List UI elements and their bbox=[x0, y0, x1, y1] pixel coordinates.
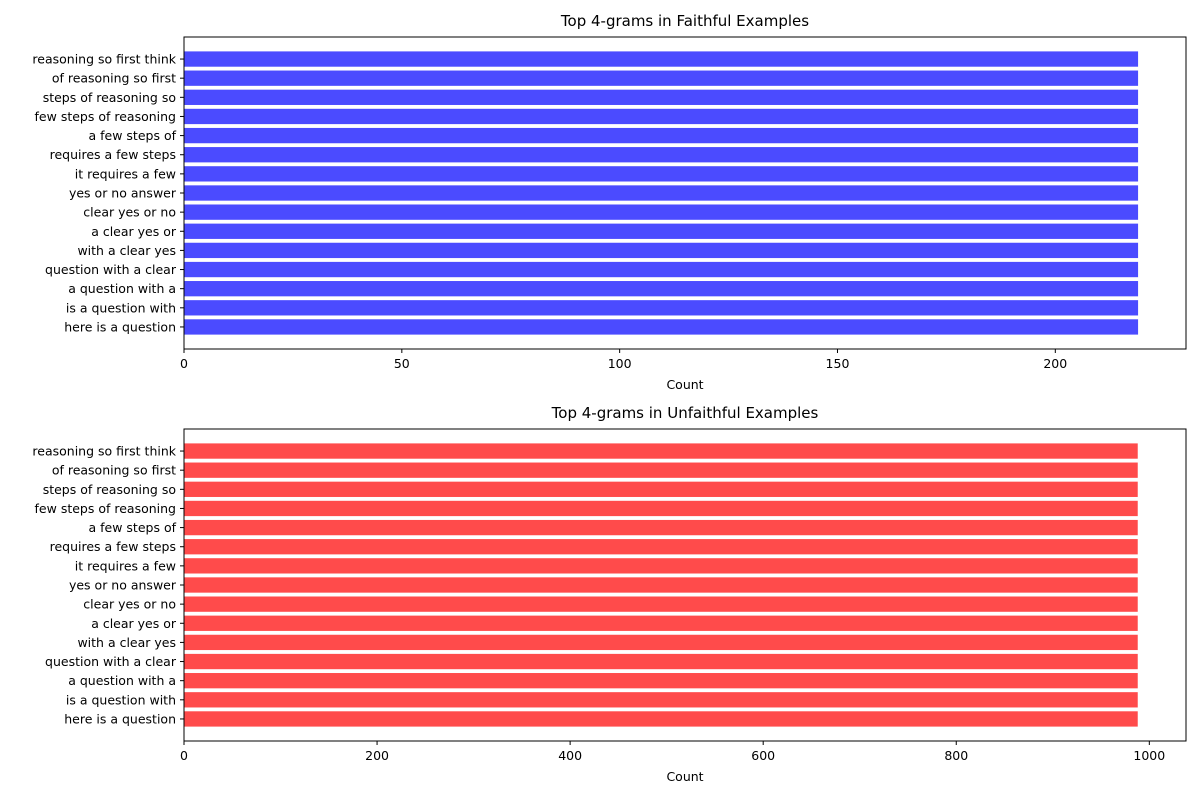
bar bbox=[184, 558, 1138, 574]
chart-title: Top 4-grams in Unfaithful Examples bbox=[551, 404, 819, 422]
bar bbox=[184, 70, 1139, 86]
chart-title: Top 4-grams in Faithful Examples bbox=[560, 12, 809, 30]
y-tick-label: steps of reasoning so bbox=[43, 482, 176, 497]
y-tick-label: a question with a bbox=[68, 281, 176, 296]
x-tick-label: 50 bbox=[394, 356, 410, 371]
x-tick-label: 200 bbox=[365, 748, 389, 763]
bar bbox=[184, 443, 1138, 459]
bar bbox=[184, 281, 1139, 297]
y-tick-label: question with a clear bbox=[45, 654, 177, 669]
bar bbox=[184, 634, 1138, 651]
y-tick-label: a clear yes or bbox=[91, 224, 177, 239]
y-tick-label: question with a clear bbox=[45, 262, 177, 277]
bar bbox=[184, 89, 1139, 105]
y-tick-label: clear yes or no bbox=[83, 205, 176, 220]
bar bbox=[184, 673, 1138, 689]
plot-frame bbox=[183, 428, 1187, 742]
y-tick-label: it requires a few bbox=[75, 558, 176, 573]
y-tick-label: few steps of reasoning bbox=[35, 501, 176, 516]
bar bbox=[184, 653, 1138, 670]
bar bbox=[184, 519, 1138, 536]
bar bbox=[184, 577, 1138, 593]
bar bbox=[184, 481, 1138, 497]
bar bbox=[184, 185, 1139, 201]
y-tick-label: of reasoning so first bbox=[52, 463, 176, 478]
x-tick-label: 150 bbox=[826, 356, 850, 371]
x-tick-label: 200 bbox=[1043, 356, 1067, 371]
plot-frame bbox=[183, 36, 1187, 350]
y-tick-label: yes or no answer bbox=[69, 578, 177, 593]
bar bbox=[184, 692, 1138, 708]
bar bbox=[184, 596, 1138, 612]
bar bbox=[184, 711, 1138, 727]
y-tick-label: it requires a few bbox=[75, 166, 176, 181]
bar bbox=[184, 166, 1139, 182]
x-tick-label: 800 bbox=[944, 748, 968, 763]
bar bbox=[184, 500, 1138, 517]
bar bbox=[184, 539, 1138, 555]
x-tick-label: 600 bbox=[751, 748, 775, 763]
x-axis-label: Count bbox=[666, 769, 703, 784]
y-tick-label: of reasoning so first bbox=[52, 71, 176, 86]
x-tick-label: 100 bbox=[608, 356, 632, 371]
bar bbox=[184, 319, 1139, 335]
y-tick-label: a few steps of bbox=[89, 520, 177, 535]
bar bbox=[184, 51, 1139, 67]
y-tick-label: steps of reasoning so bbox=[43, 90, 176, 105]
y-tick-label: a clear yes or bbox=[91, 616, 177, 631]
bar bbox=[184, 615, 1138, 631]
y-tick-label: a question with a bbox=[68, 673, 176, 688]
y-tick-label: here is a question bbox=[64, 319, 176, 334]
x-tick-label: 1000 bbox=[1133, 748, 1165, 763]
y-tick-label: few steps of reasoning bbox=[35, 109, 176, 124]
y-tick-label: is a question with bbox=[66, 692, 176, 707]
y-tick-label: with a clear yes bbox=[77, 243, 176, 258]
y-tick-label: reasoning so first think bbox=[32, 444, 176, 459]
bar bbox=[184, 261, 1139, 278]
bar bbox=[184, 204, 1139, 220]
y-tick-label: reasoning so first think bbox=[32, 52, 176, 67]
bar bbox=[184, 242, 1139, 259]
x-axis-label: Count bbox=[666, 377, 703, 392]
y-tick-label: is a question with bbox=[66, 300, 176, 315]
y-tick-label: requires a few steps bbox=[50, 539, 176, 554]
y-tick-label: clear yes or no bbox=[83, 597, 176, 612]
y-tick-label: yes or no answer bbox=[69, 186, 177, 201]
y-tick-label: requires a few steps bbox=[50, 147, 176, 162]
y-tick-label: here is a question bbox=[64, 711, 176, 726]
bar bbox=[184, 462, 1138, 478]
bar bbox=[184, 300, 1139, 316]
bar bbox=[184, 127, 1139, 144]
bar bbox=[184, 147, 1139, 163]
x-tick-label: 0 bbox=[180, 356, 188, 371]
y-tick-label: a few steps of bbox=[89, 128, 177, 143]
y-tick-label: with a clear yes bbox=[77, 635, 176, 650]
x-tick-label: 0 bbox=[180, 748, 188, 763]
x-tick-label: 400 bbox=[558, 748, 582, 763]
bar bbox=[184, 108, 1139, 125]
bar bbox=[184, 223, 1139, 239]
